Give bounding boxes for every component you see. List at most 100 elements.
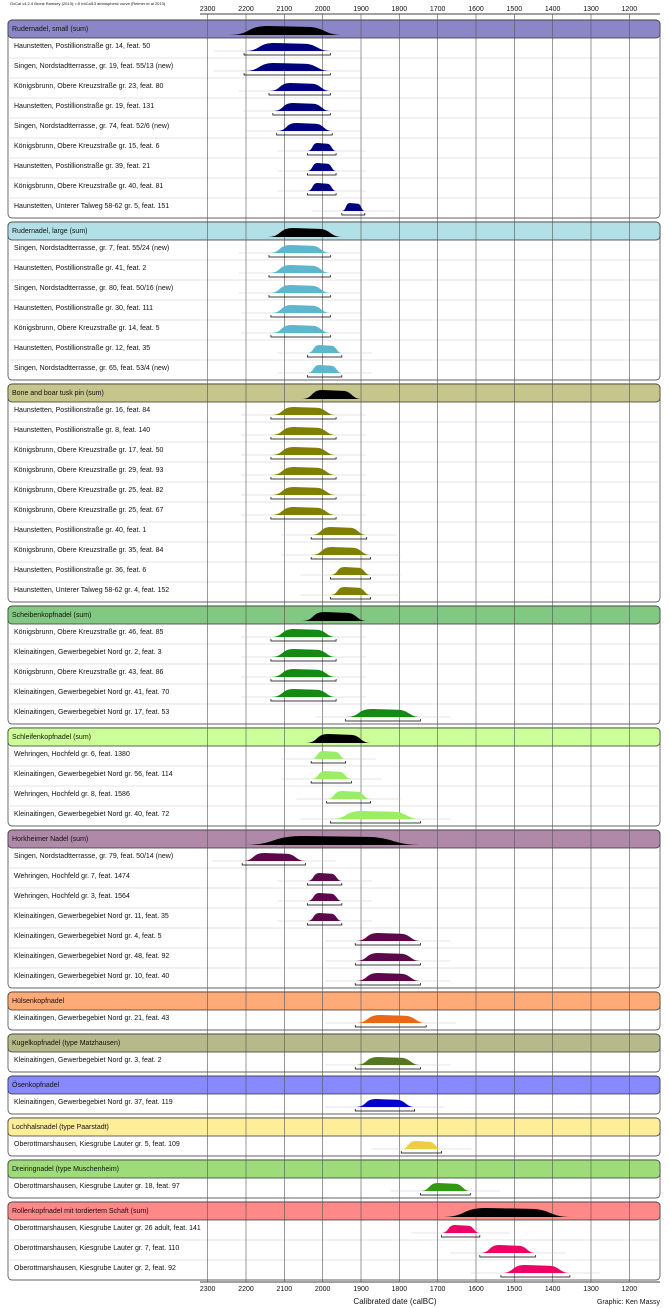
range-bracket — [270, 639, 337, 642]
distribution — [242, 836, 421, 845]
group-title: Horkheimer Nadel (sum) — [12, 836, 88, 843]
x-tick-label: 1300 — [583, 1286, 599, 1293]
entry-label: Haunstetten, Postillionstraße gr. 30, fe… — [14, 305, 153, 312]
distribution — [269, 265, 331, 273]
range-bracket — [268, 255, 331, 258]
x-tick-label: 2100 — [277, 6, 293, 13]
entry-label: Oberottmarshausen, Kiesgrube Lauter gr. … — [14, 1225, 201, 1232]
range-bracket — [400, 1151, 442, 1154]
distribution — [307, 893, 342, 901]
range-bracket — [306, 193, 337, 196]
x-tick-label: 1400 — [545, 1286, 561, 1293]
distribution — [311, 751, 346, 759]
entry-label: Oberottmarshausen, Kiesgrube Lauter gr. … — [14, 1245, 179, 1252]
range-bracket — [241, 863, 306, 866]
entry-label: Wehringen, Hochfeld gr. 6, feat. 1380 — [14, 751, 130, 758]
entry-label: Kleinaitingen, Gewerbegebiet Nord gr. 4,… — [14, 933, 162, 940]
x-tick-label: 2200 — [238, 6, 254, 13]
group-header — [7, 991, 661, 1011]
distribution — [269, 245, 331, 253]
distribution — [305, 734, 371, 743]
distribution — [270, 467, 337, 475]
distribution — [270, 669, 337, 677]
distribution — [355, 1057, 421, 1065]
distribution — [301, 612, 367, 621]
distribution — [311, 771, 352, 779]
range-bracket — [270, 477, 337, 480]
distribution — [242, 853, 306, 861]
distribution — [270, 507, 337, 515]
group-header — [7, 1033, 661, 1053]
distribution — [270, 629, 337, 637]
range-bracket — [306, 153, 337, 156]
entry-label: Kleinaitingen, Gewerbegebiet Nord gr. 3,… — [14, 1057, 162, 1064]
distribution — [330, 567, 371, 575]
marks: Rudernadel, small (sum) Haunstetten, Post… — [12, 26, 600, 1278]
distribution — [270, 649, 337, 657]
x-tick-label: 1200 — [622, 1286, 638, 1293]
group-title: Bone and boar tusk pin (sum) — [12, 390, 104, 397]
x-tick-label: 2200 — [238, 1286, 254, 1293]
group-title: Ösenkopfnadel — [12, 1081, 60, 1089]
group-title: Hülsenkopfnadel — [12, 998, 65, 1005]
x-tick-label: 1200 — [622, 6, 638, 13]
distribution — [311, 547, 371, 555]
x-tick-label: 2000 — [315, 6, 331, 13]
distribution — [228, 26, 342, 35]
range-bracket — [354, 1109, 416, 1112]
distribution — [270, 407, 337, 415]
distribution — [330, 587, 371, 595]
range-bracket — [479, 1255, 536, 1258]
range-bracket — [341, 213, 366, 216]
group-header — [7, 1075, 661, 1095]
distribution — [270, 447, 337, 455]
distribution — [244, 43, 331, 51]
range-bracket — [270, 315, 331, 318]
entry-label: Haunstetten, Postillionstraße gr. 8, fea… — [14, 427, 150, 434]
distribution — [355, 1015, 427, 1023]
entry-label: Kleinaitingen, Gewerbegebiet Nord gr. 21… — [14, 1015, 169, 1022]
distribution — [307, 143, 337, 151]
range-bracket — [270, 497, 337, 500]
range-bracket — [276, 133, 333, 136]
x-tick-label: 1900 — [353, 6, 369, 13]
distribution — [345, 709, 421, 717]
entry-label: Haunstetten, Postillionstraße gr. 39, fe… — [14, 163, 150, 170]
range-bracket — [270, 437, 337, 440]
distribution — [326, 791, 371, 799]
distribution — [341, 203, 365, 211]
distribution — [355, 933, 421, 941]
x-tick-label: 1800 — [392, 1286, 408, 1293]
distribution — [270, 427, 337, 435]
entry-label: Königsbrunn, Obere Kreuzstraße gr. 29, f… — [14, 467, 164, 474]
entry-label: Haunstetten, Unterer Talweg 58-62 gr. 5,… — [14, 203, 169, 210]
range-bracket — [272, 113, 331, 116]
groups — [7, 19, 661, 1281]
x-tick-label: 1500 — [507, 6, 523, 13]
distribution — [272, 103, 331, 111]
entry-label: Kleinaitingen, Gewerbegebiet Nord gr. 41… — [14, 689, 169, 696]
entry-label: Königsbrunn, Obere Kreuzstraße gr. 15, f… — [14, 143, 160, 150]
group-title: Rollenkopfnadel mit tordiertem Schaft (s… — [12, 1208, 149, 1215]
range-bracket — [243, 73, 331, 76]
distribution — [307, 183, 337, 191]
entry-label: Oberottmarshausen, Kiesgrube Lauter gr. … — [14, 1141, 180, 1148]
range-bracket — [329, 821, 421, 824]
entry-label: Königsbrunn, Obere Kreuzstraße gr. 23, f… — [14, 83, 164, 90]
entry-label: Singen, Nordstadtterrasse, gr. 19, feat.… — [14, 63, 173, 70]
entry-label: Königsbrunn, Obere Kreuzstraße gr. 17, f… — [14, 447, 164, 454]
entry-label: Königsbrunn, Obere Kreuzstraße gr. 14, f… — [14, 325, 160, 332]
x-tick-label: 1800 — [392, 6, 408, 13]
distribution — [269, 83, 331, 91]
distribution — [307, 163, 337, 171]
entry-label: Singen, Nordstadtterrasse, gr. 74, feat.… — [14, 123, 169, 130]
distribution — [441, 1208, 570, 1217]
group-title: Lochhalsnadel (type Paarstadt) — [12, 1124, 109, 1131]
grid: 2300 2300 2200 2200 2100 2100 2000 2000 1900 1900… — [200, 6, 660, 1293]
range-bracket — [306, 903, 343, 906]
entry-label: Haunstetten, Postillionstraße gr. 14, fe… — [14, 43, 150, 50]
distribution — [401, 1141, 442, 1149]
entry-label: Kleinaitingen, Gewerbegebiet Nord gr. 56… — [14, 771, 173, 778]
range-bracket — [268, 275, 331, 278]
entry-label: Kleinaitingen, Gewerbegebiet Nord gr. 17… — [14, 709, 169, 716]
